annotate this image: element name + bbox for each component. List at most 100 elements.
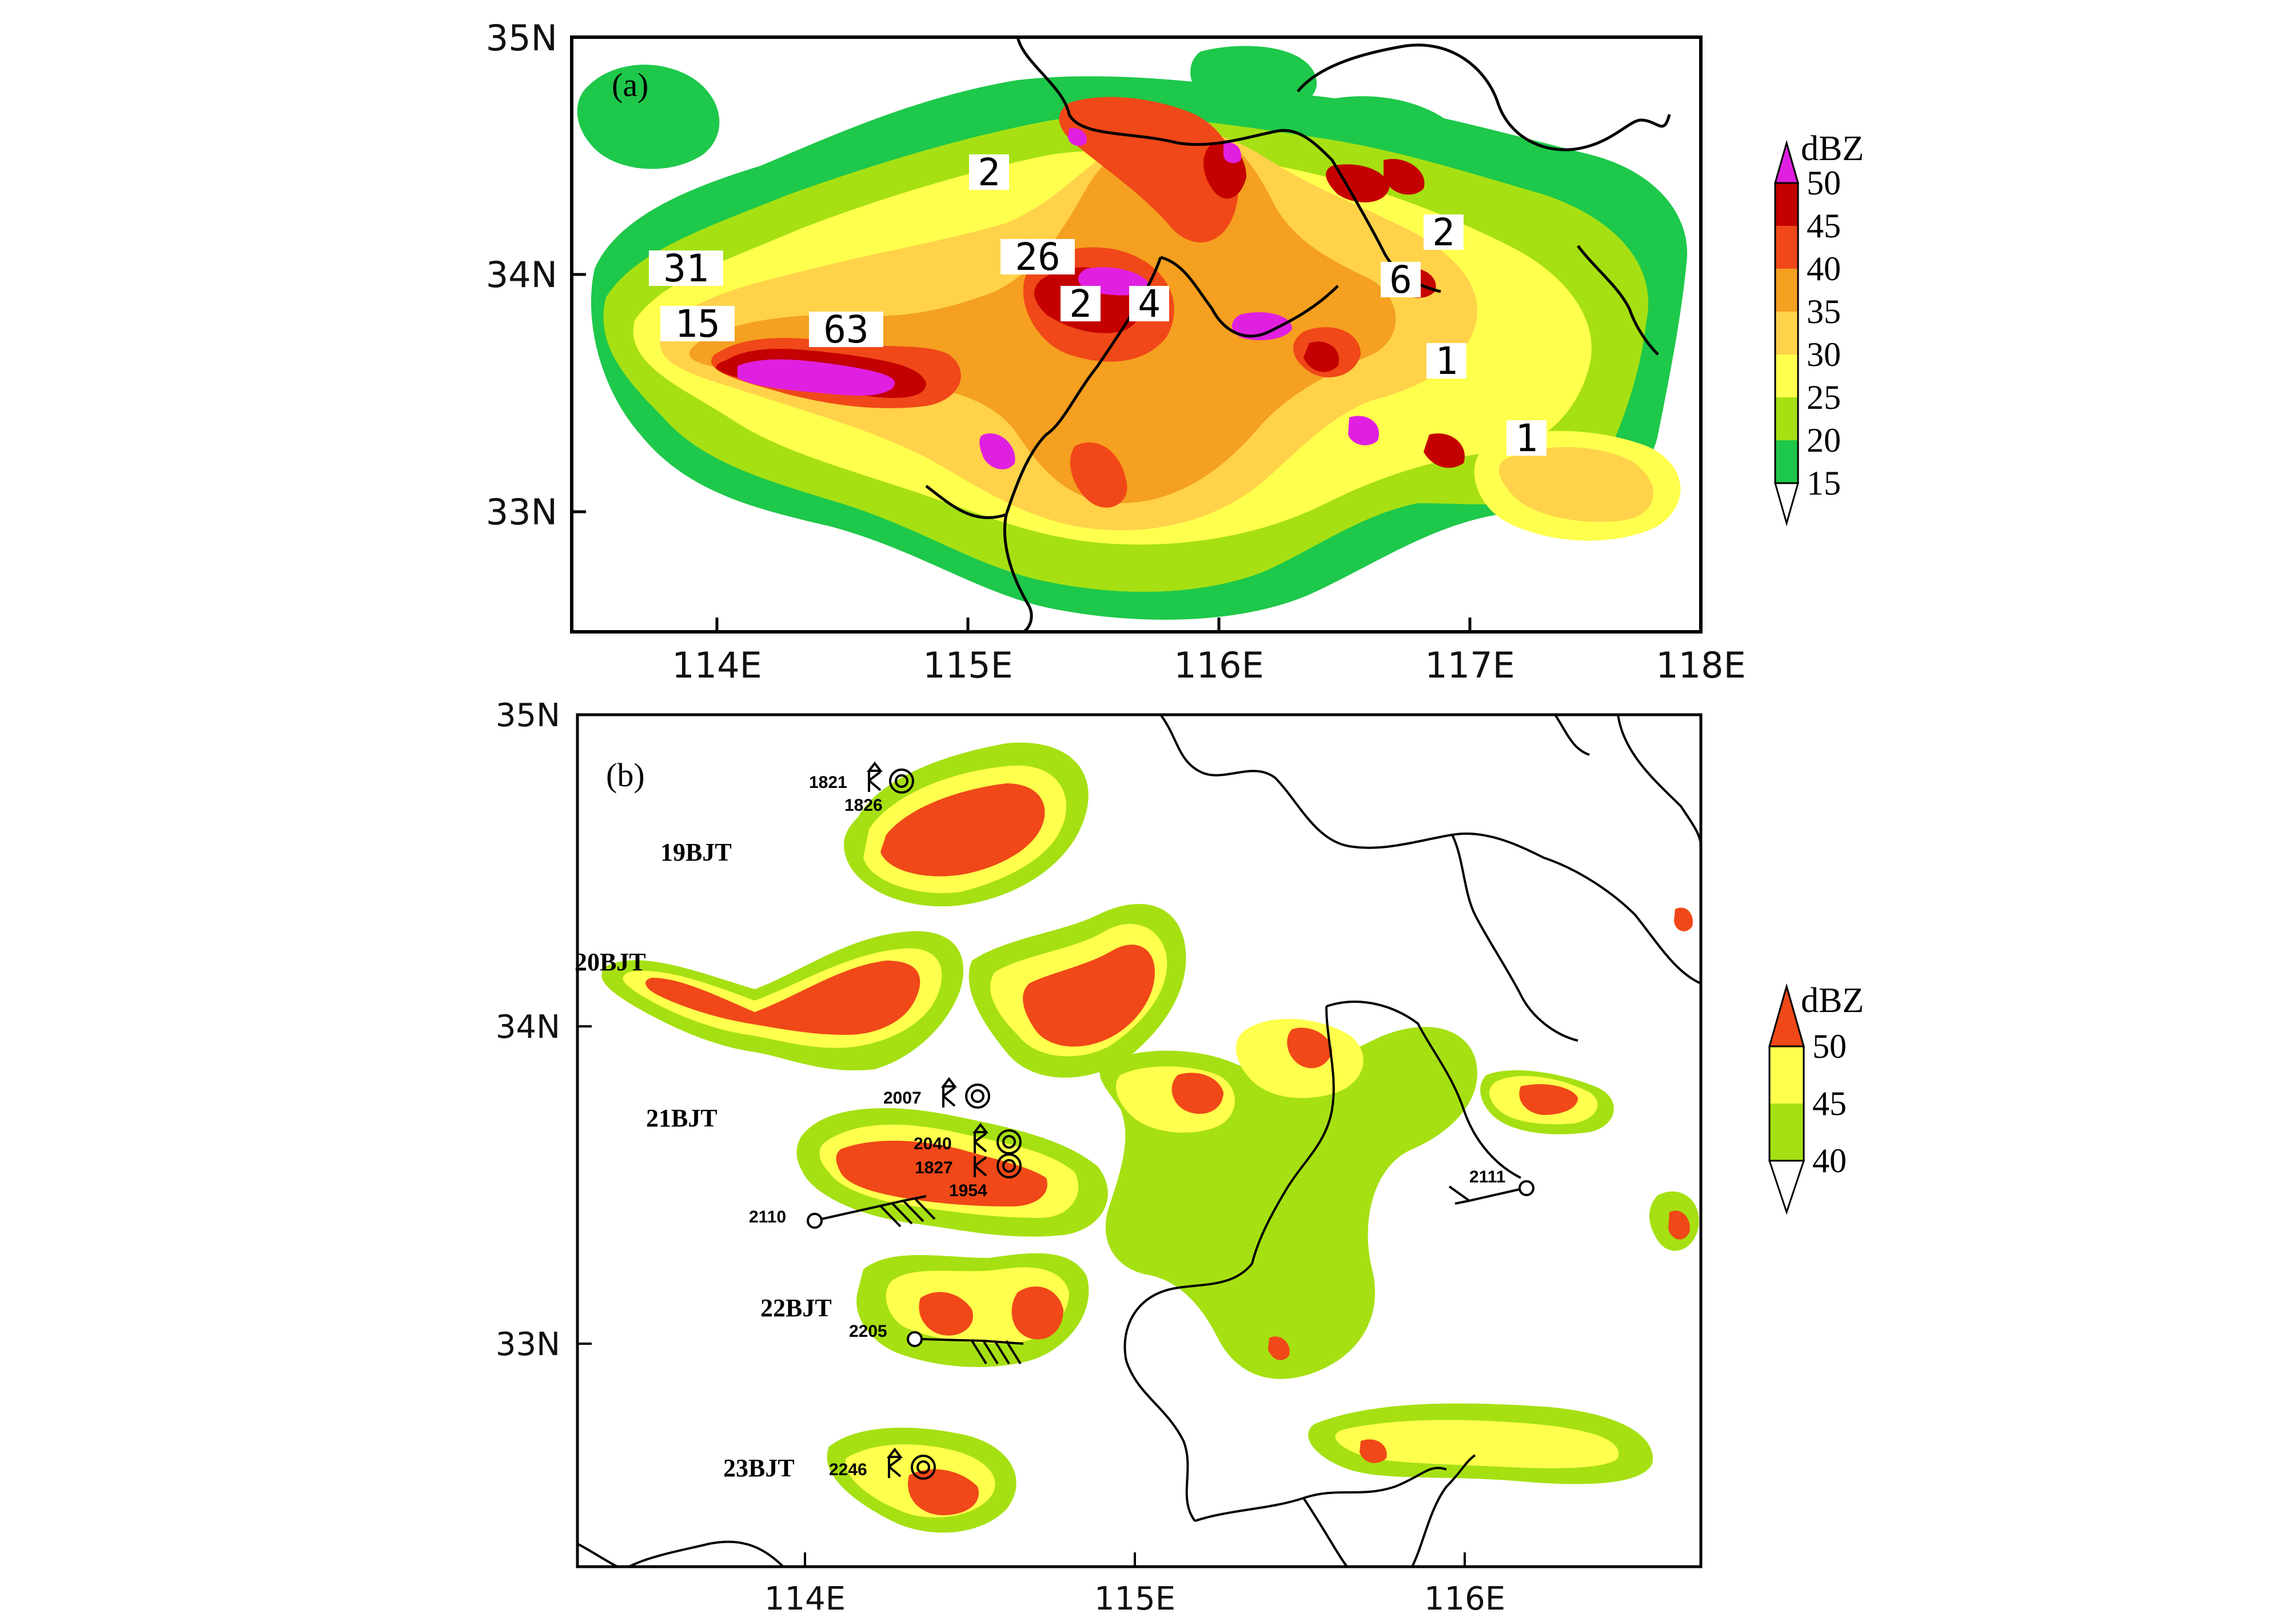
cell-50-south-west [919,1292,973,1336]
cell-45-south-band [1335,1420,1619,1468]
reflectivity-50-south [979,433,1015,469]
cell-50-center-east-2 [1287,1027,1332,1069]
x-tick-115e-b: 115E [1094,1580,1175,1618]
svg-text:1827: 1827 [915,1158,953,1177]
panel-a-ticks [572,273,1472,632]
obs-marker-1821: 1821 [809,761,914,794]
cell-50-southwest [908,1469,979,1515]
cell-50-center-east-1 [1171,1073,1223,1114]
cell-50-central-north [1023,945,1155,1047]
colorbar-a-label-50: 50 [1807,164,1841,202]
colorbar-a-swatch-20 [1775,397,1798,440]
panel-b-frame [576,713,1703,1568]
svg-text:4: 4 [1138,282,1161,326]
obs-marker-2111: 2111 [1448,1168,1534,1205]
panel-a-colorbar: dBZ 50 45 40 35 30 25 20 15 [1774,129,1864,527]
colorbar-a-swatch-25 [1775,355,1798,397]
colorbar-a-label-30: 30 [1807,336,1841,373]
colorbar-a-label-35: 35 [1807,293,1841,330]
obs-marker-2040: 2040 [914,1122,1022,1154]
panel-b-label: (b) [606,756,645,794]
reflectivity-50-west [738,359,895,396]
boundary-line-a3 [1003,257,1162,632]
count-label-9: 6 [1381,258,1421,302]
count-label-1: 2 [969,150,1009,194]
svg-text:1821: 1821 [809,773,847,792]
panel-b-ticks [577,1025,1466,1567]
y-tick-35n-a: 35N [486,17,557,59]
count-label-3: 26 [1000,235,1075,279]
svg-text:26: 26 [1015,235,1060,279]
reflectivity-15-northeast [1190,46,1317,115]
obs-marker-1827: 1827 [915,1153,1022,1178]
colorbar-b-label-50: 50 [1812,1027,1847,1065]
y-tick-34n-b: 34N [496,1009,560,1046]
boundary-line-a4 [925,485,1007,519]
colorbar-b-swatch-45 [1769,1046,1804,1104]
time-label-23bjt: 23BJT [723,1454,795,1482]
obs-label-1954: 1954 [949,1181,987,1200]
boundary-line-b4 [1326,1000,1521,1179]
svg-text:6: 6 [1389,258,1412,302]
panel-b: 114E 115E 116E 35N 34N 33N (b) 19BJT 20B… [496,697,1864,1618]
panel-a: 114E 115E 116E 117E 118E 35N 34N 33N (a)… [486,17,1864,686]
reflectivity-40-south [1070,442,1127,508]
cell-50-south-east [1011,1287,1063,1340]
boundary-line-b7 [1302,1497,1349,1567]
count-label-5: 63 [809,308,883,352]
x-tick-114e-b: 114E [764,1580,846,1618]
colorbar-a-label-25: 25 [1807,379,1841,416]
colorbar-b-swatch-40 [1769,1104,1804,1161]
colorbar-a-top-outline [1774,140,1799,184]
reflectivity-40-north [1059,97,1239,242]
reflectivity-50-east [1232,312,1292,340]
svg-text:15: 15 [675,302,720,346]
cell-50-north [880,783,1045,877]
boundary-line-b9 [577,1543,618,1567]
cell-50-east-5 [1268,1336,1290,1360]
count-label-6: 2 [1061,282,1101,326]
colorbar-a-label-15: 15 [1807,464,1841,502]
colorbar-a-label-45: 45 [1807,207,1841,245]
svg-text:2111: 2111 [1469,1168,1505,1186]
reflectivity-50-north [1223,142,1241,164]
boundary-line-b3 [1451,834,1579,1042]
cell-50-west-band [645,961,920,1035]
reflectivity-30-southeast [1498,447,1654,522]
colorbar-a-swatch-30 [1775,312,1798,355]
x-tick-117e-a: 117E [1425,644,1515,686]
y-tick-33n-a: 33N [486,491,557,533]
colorbar-b-label-45: 45 [1812,1085,1847,1122]
obs-label-1826: 1826 [844,796,883,815]
obs-marker-2205: 2205 [849,1322,1024,1365]
obs-marker-2110: 2110 [749,1195,936,1229]
svg-text:2007: 2007 [883,1089,922,1108]
time-label-21bjt: 21BJT [646,1104,718,1132]
colorbar-b-unit: dBZ [1801,981,1864,1020]
panel-b-colorbar: dBZ 50 45 40 [1768,981,1864,1215]
time-label-19bjt: 19BJT [660,838,732,866]
x-tick-116e-a: 116E [1174,644,1264,686]
count-label-7: 4 [1129,282,1169,326]
colorbar-b-swatch-below [1768,1160,1805,1215]
time-label-20bjt: 20BJT [575,948,646,976]
count-label-8: 2 [1424,210,1464,254]
boundary-line-b1 [1159,715,1701,985]
boundary-line-b6 [1194,1467,1447,1522]
svg-text:2246: 2246 [829,1460,867,1479]
boundary-line-a6 [1577,245,1659,356]
boundary-line-b11 [1554,715,1590,756]
svg-text:2: 2 [1432,210,1455,254]
x-tick-114e-a: 114E [672,644,762,686]
boundary-line-b5 [1123,1006,1335,1522]
colorbar-a-unit: dBZ [1801,129,1864,168]
boundary-line-a2 [1160,256,1339,338]
y-tick-35n-b: 35N [496,697,560,734]
panel-b-reflectivity-field [577,715,1701,1567]
boundary-line-a1 [1016,37,1441,293]
boundary-line-a5 [1297,43,1671,152]
y-tick-33n-b: 33N [496,1326,560,1363]
count-label-4: 15 [660,302,735,346]
colorbar-a-swatch-below [1774,482,1799,527]
